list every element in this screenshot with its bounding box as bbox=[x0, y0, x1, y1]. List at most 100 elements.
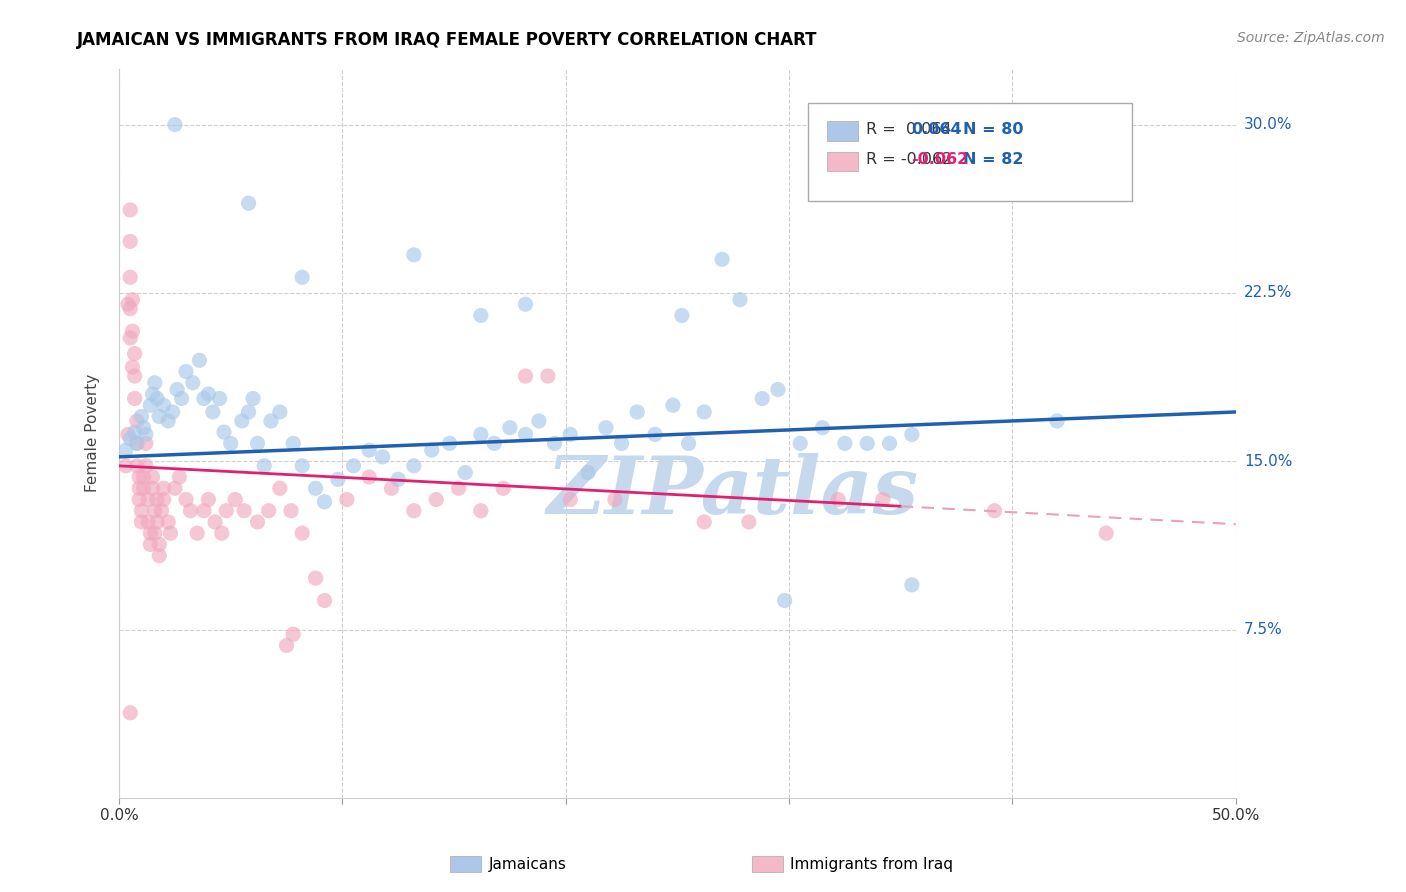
Point bbox=[276, 639, 298, 653]
Point bbox=[212, 425, 235, 439]
Point bbox=[1095, 526, 1118, 541]
Point bbox=[141, 481, 163, 495]
Point bbox=[139, 398, 162, 412]
Point bbox=[146, 515, 169, 529]
Text: Source: ZipAtlas.com: Source: ZipAtlas.com bbox=[1237, 31, 1385, 45]
Point bbox=[146, 492, 169, 507]
Point bbox=[224, 492, 246, 507]
Point bbox=[543, 436, 565, 450]
Point bbox=[901, 578, 924, 592]
Point bbox=[560, 427, 582, 442]
Point bbox=[131, 504, 153, 518]
Point bbox=[120, 202, 142, 217]
Point bbox=[233, 504, 256, 518]
Point bbox=[141, 387, 163, 401]
Point bbox=[610, 436, 633, 450]
Point bbox=[143, 526, 166, 541]
Point bbox=[136, 492, 159, 507]
Point bbox=[711, 252, 734, 267]
Point bbox=[148, 409, 170, 424]
Point bbox=[131, 409, 153, 424]
Point bbox=[811, 420, 834, 434]
Point bbox=[152, 398, 174, 412]
Point bbox=[132, 420, 155, 434]
Point bbox=[371, 450, 394, 464]
Point bbox=[148, 549, 170, 563]
Point bbox=[157, 414, 180, 428]
Point bbox=[246, 515, 269, 529]
Point bbox=[124, 369, 146, 384]
Point bbox=[174, 492, 197, 507]
Point bbox=[662, 398, 685, 412]
Point bbox=[135, 458, 157, 473]
Point bbox=[150, 504, 173, 518]
Point bbox=[291, 526, 314, 541]
Point bbox=[879, 436, 901, 450]
Point bbox=[454, 466, 477, 480]
Point bbox=[148, 537, 170, 551]
Point bbox=[139, 537, 162, 551]
Point bbox=[139, 526, 162, 541]
Point bbox=[125, 436, 148, 450]
Text: 15.0%: 15.0% bbox=[1244, 454, 1292, 469]
Point bbox=[238, 405, 260, 419]
Point bbox=[117, 297, 139, 311]
Point bbox=[280, 504, 302, 518]
Point bbox=[132, 470, 155, 484]
Point bbox=[515, 369, 537, 384]
Point bbox=[163, 481, 186, 495]
Point bbox=[470, 427, 492, 442]
Text: Immigrants from Iraq: Immigrants from Iraq bbox=[790, 857, 953, 871]
Point bbox=[283, 627, 305, 641]
Point bbox=[204, 515, 226, 529]
Point bbox=[124, 346, 146, 360]
Point bbox=[128, 470, 150, 484]
Text: Jamaicans: Jamaicans bbox=[489, 857, 567, 871]
Point bbox=[215, 504, 238, 518]
Point bbox=[626, 405, 648, 419]
Point bbox=[125, 414, 148, 428]
Point bbox=[181, 376, 204, 390]
Point bbox=[738, 515, 761, 529]
Point bbox=[121, 293, 143, 307]
Point bbox=[269, 405, 291, 419]
Point bbox=[120, 706, 142, 720]
Point bbox=[789, 436, 811, 450]
Text: N = 82: N = 82 bbox=[963, 153, 1024, 167]
Point bbox=[678, 436, 700, 450]
Point bbox=[402, 504, 425, 518]
Point bbox=[342, 458, 364, 473]
Point bbox=[193, 504, 215, 518]
Point bbox=[387, 472, 409, 486]
Point bbox=[827, 492, 849, 507]
Point bbox=[120, 270, 142, 285]
Point bbox=[359, 443, 381, 458]
Point bbox=[644, 427, 666, 442]
Point bbox=[291, 458, 314, 473]
Point bbox=[1046, 414, 1069, 428]
Point bbox=[197, 492, 219, 507]
Point bbox=[484, 436, 506, 450]
Point bbox=[141, 470, 163, 484]
Point bbox=[983, 504, 1005, 518]
Point bbox=[693, 515, 716, 529]
Point bbox=[439, 436, 461, 450]
Point bbox=[152, 481, 174, 495]
Point bbox=[121, 360, 143, 375]
Text: 30.0%: 30.0% bbox=[1244, 117, 1292, 132]
Point bbox=[856, 436, 879, 450]
Point bbox=[402, 248, 425, 262]
Point bbox=[499, 420, 522, 434]
Point bbox=[515, 427, 537, 442]
Text: R =  0.064: R = 0.064 bbox=[866, 122, 952, 136]
Text: ZIPatlas: ZIPatlas bbox=[547, 453, 920, 531]
Point bbox=[246, 436, 269, 450]
Point bbox=[402, 458, 425, 473]
Point bbox=[120, 235, 142, 249]
Point bbox=[537, 369, 560, 384]
Point bbox=[193, 392, 215, 406]
Point bbox=[283, 436, 305, 450]
Point bbox=[359, 470, 381, 484]
Point bbox=[242, 392, 264, 406]
Point bbox=[834, 436, 856, 450]
